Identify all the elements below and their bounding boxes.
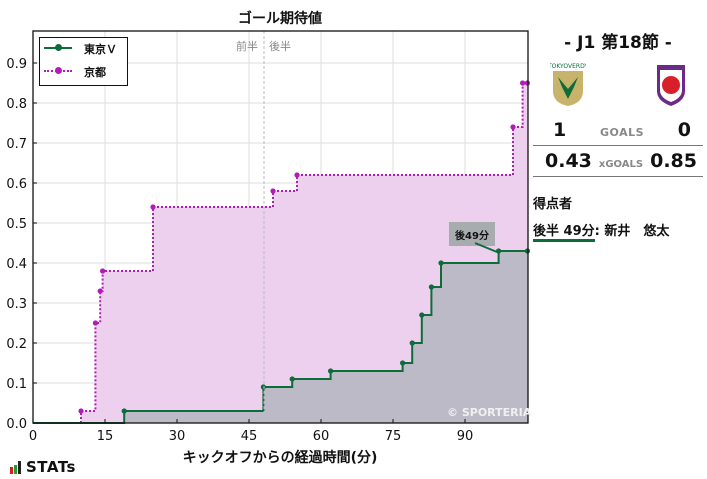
away-goals: 0 — [677, 119, 691, 141]
data-point — [328, 368, 334, 374]
goal-annotation: 後49分 — [449, 222, 495, 246]
y-tick-label: 0.5 — [6, 217, 27, 232]
x-tick-label: 15 — [97, 429, 114, 444]
x-tick-label: 60 — [313, 429, 330, 444]
first-half-label: 前半 — [236, 40, 258, 53]
legend-label-kyoto: 京都 — [84, 66, 106, 79]
legend-label-tokyo: 東京Ｖ — [84, 43, 117, 56]
stats-bars-icon — [10, 460, 22, 474]
plot-frame — [32, 30, 529, 424]
y-tick-label: 0.7 — [6, 137, 27, 152]
goals-row: 1 GOALS 0 — [533, 119, 703, 146]
svg-text:TOKYOVERDY: TOKYOVERDY — [550, 63, 586, 70]
stats-brand: STATs — [10, 458, 76, 476]
data-point — [260, 384, 266, 390]
y-tick-label: 0.3 — [6, 297, 27, 312]
data-point — [520, 80, 526, 86]
data-point — [419, 312, 425, 318]
data-point — [496, 248, 502, 254]
team-logos: TOKYOVERDY — [533, 59, 703, 119]
x-tick-label: 75 — [385, 429, 402, 444]
data-point — [92, 320, 98, 326]
tokyo-area — [33, 251, 528, 423]
goal-annotation-text: 後49分 — [455, 230, 489, 242]
scorers-title: 得点者 — [533, 197, 573, 212]
x-tick-label: 45 — [241, 429, 258, 444]
x-tick-label: 30 — [169, 429, 186, 444]
data-point — [270, 188, 276, 194]
kyoto-area — [33, 83, 528, 423]
match-title: - J1 第18節 - — [564, 33, 672, 53]
legend-green-line-icon — [44, 43, 72, 53]
y-tick-label: 0.0 — [6, 417, 27, 432]
data-point — [510, 124, 516, 130]
tokyo-verdy-logo-icon: TOKYOVERDY — [550, 63, 586, 106]
away-xgoals: 0.85 — [650, 150, 697, 172]
y-tick-label: 0.4 — [6, 257, 27, 272]
data-point — [100, 268, 106, 274]
home-goals: 1 — [553, 119, 567, 141]
home-xgoals: 0.43 — [545, 150, 592, 172]
data-point — [97, 288, 103, 294]
data-point — [409, 340, 415, 346]
y-tick-label: 0.9 — [6, 57, 27, 72]
xgoals-label: xGOALS — [598, 159, 644, 170]
stats-brand-text: STATs — [26, 458, 76, 476]
data-point — [121, 408, 127, 414]
legend-purple-dotted-icon — [44, 66, 72, 76]
second-half-label: 後半 — [269, 40, 291, 53]
x-tick-label: 0 — [29, 429, 37, 444]
x-axis-label: キックオフからの経過時間(分) — [182, 450, 378, 466]
data-point — [289, 376, 295, 382]
kyoto-line — [33, 82, 528, 424]
goals-label: GOALS — [599, 126, 645, 139]
x-tick-label: 90 — [457, 429, 474, 444]
data-point — [78, 408, 84, 414]
legend: 東京Ｖ 京都 — [39, 37, 128, 86]
y-tick-label: 0.1 — [6, 377, 27, 392]
scorer-name: : 新井 悠太 — [594, 224, 670, 239]
kyoto-sanga-logo-icon — [657, 65, 685, 106]
y-tick-label: 0.2 — [6, 337, 27, 352]
y-tick-label: 0.8 — [6, 97, 27, 112]
chart-title: ゴール期待値 — [238, 11, 322, 27]
data-point — [150, 204, 156, 210]
data-point — [294, 172, 300, 178]
data-point — [428, 284, 434, 290]
data-point — [438, 260, 444, 266]
match-summary: - J1 第18節 - TOKYOVERDY 1 GOALS 0 0.43 xG… — [533, 28, 703, 242]
watermark: © SPORTERIA — [447, 406, 532, 419]
scorer-time: 後半 49分 — [533, 224, 595, 242]
y-tick-label: 0.6 — [6, 177, 27, 192]
xgoals-row: 0.43 xGOALS 0.85 — [533, 150, 703, 177]
data-point — [400, 360, 406, 366]
scorer-item: 後半 49分: 新井 悠太 — [533, 220, 703, 242]
tokyo-line — [33, 250, 528, 424]
